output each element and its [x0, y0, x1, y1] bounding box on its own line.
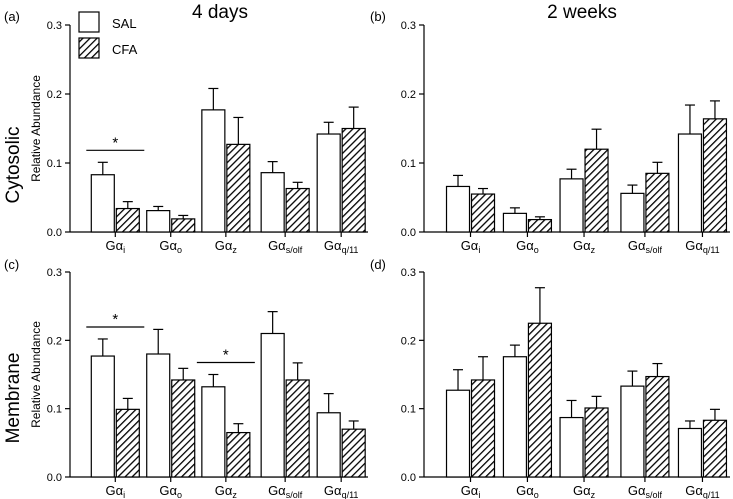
x-tick-label: Gαq/11	[685, 238, 720, 255]
panel-label: (b)	[370, 9, 386, 24]
bar-cfa	[226, 143, 251, 233]
y-tick-label: 0.1	[401, 158, 416, 170]
panel-label: (a)	[4, 9, 20, 24]
bar-sal	[502, 356, 528, 478]
y-tick-label: 0.1	[47, 404, 62, 416]
legend-label-cfa: CFA	[112, 42, 138, 57]
bar-sal	[620, 385, 645, 478]
x-tick-label: Gαi	[461, 238, 481, 255]
bar-cfa	[584, 148, 609, 233]
y-axis-label: Relative Abundance	[29, 321, 43, 428]
significance-star: *	[112, 311, 118, 328]
bar-cfa	[645, 375, 670, 478]
legend-swatch-cfa	[78, 37, 100, 59]
bar-sal	[502, 212, 528, 233]
bar-sal	[559, 416, 584, 478]
significance-star: *	[223, 347, 229, 364]
bar-cfa	[702, 419, 728, 478]
bar-cfa	[171, 218, 196, 233]
x-tick-label: Gαi	[461, 483, 481, 499]
bar-cfa	[341, 428, 366, 478]
x-tick-label: Gαi	[105, 238, 125, 255]
row-title-cytosolic: Cytosolic	[3, 126, 24, 203]
y-tick-label: 0.2	[401, 335, 416, 347]
x-tick-label: Gαo	[159, 483, 182, 499]
chart-panel-d: (d) 0.0 0.1 0.2 0.3 Gαi Gαo Gαz Gαs/olf Gαq/11	[370, 257, 730, 499]
x-tick-label: Gαs/olf	[268, 238, 303, 255]
bar-cfa	[171, 379, 196, 478]
y-tick-label: 0.0	[47, 227, 62, 239]
bar-sal	[677, 133, 703, 233]
bar-cfa	[470, 193, 496, 233]
bar-cfa	[285, 187, 310, 233]
bar-sal	[201, 109, 226, 233]
x-tick-label: Gαq/11	[685, 483, 720, 499]
y-tick-label: 0.0	[401, 227, 416, 239]
y-tick-label: 0.2	[47, 335, 62, 347]
y-tick-label: 0.3	[401, 267, 416, 279]
x-tick-label: Gαq/11	[324, 238, 359, 255]
bar-sal	[146, 210, 171, 233]
y-tick-label: 0.3	[47, 267, 62, 279]
chart-panel-a: (a) Relative Abundance 0.0 0.1 0.2 0.3 Gαi Gαo G…	[4, 9, 368, 255]
row-title-membrane: Membrane	[3, 353, 24, 444]
bar-cfa	[285, 379, 310, 478]
bar-cfa	[527, 218, 553, 233]
panel-label: (d)	[370, 257, 386, 272]
x-tick-label: Gαz	[215, 483, 238, 499]
x-tick-label: Gαo	[516, 483, 539, 499]
bar-sal	[146, 353, 171, 478]
bar-sal	[445, 389, 471, 478]
bar-sal	[260, 172, 285, 233]
bar-sal	[90, 174, 115, 233]
x-tick-label: Gαs/olf	[628, 483, 663, 499]
chart-panel-c: (c) Relative Abundance 0.0 0.1 0.2 0.3 Gαi Gαo G…	[4, 257, 368, 499]
x-tick-label: Gαo	[159, 238, 182, 255]
x-tick-label: Gαs/olf	[628, 238, 663, 255]
bar-sal	[559, 178, 584, 233]
bar-sal	[316, 412, 341, 478]
bar-sal	[316, 133, 341, 233]
bar-sal	[677, 427, 703, 478]
bar-cfa	[470, 379, 496, 478]
x-tick-label: Gαi	[105, 483, 125, 499]
legend-label-sal: SAL	[112, 16, 137, 31]
y-tick-label: 0.3	[401, 20, 416, 32]
x-tick-label: Gαq/11	[324, 483, 359, 499]
bar-cfa	[115, 408, 140, 478]
column-title-2-weeks: 2 weeks	[547, 2, 617, 23]
y-tick-label: 0.0	[47, 472, 62, 484]
chart-panel-b: (b) 0.0 0.1 0.2 0.3 Gαi Gαo Gαz Gαs/olf Gαq/11	[370, 9, 730, 255]
y-tick-label: 0.3	[47, 20, 62, 32]
bar-cfa	[702, 118, 728, 233]
y-tick-label: 0.0	[401, 472, 416, 484]
bar-cfa	[527, 322, 553, 478]
bar-sal	[260, 332, 285, 478]
bar-sal	[201, 386, 226, 478]
x-tick-label: Gαz	[573, 238, 596, 255]
panel-label: (c)	[4, 257, 19, 272]
y-tick-label: 0.1	[47, 158, 62, 170]
bar-cfa	[115, 207, 140, 233]
x-tick-label: Gαz	[573, 483, 596, 499]
legend-swatch-sal	[78, 11, 100, 33]
x-tick-label: Gαs/olf	[268, 483, 303, 499]
y-tick-label: 0.2	[401, 89, 416, 101]
bar-cfa	[341, 127, 366, 233]
bar-cfa	[584, 407, 609, 478]
y-tick-label: 0.1	[401, 404, 416, 416]
bar-cfa	[226, 431, 251, 478]
y-tick-label: 0.2	[47, 89, 62, 101]
x-tick-label: Gαo	[516, 238, 539, 255]
x-tick-label: Gαz	[215, 238, 238, 255]
bar-sal	[90, 355, 115, 478]
y-axis-label: Relative Abundance	[29, 75, 43, 182]
legend: SAL CFA	[78, 11, 138, 59]
significance-star: *	[112, 134, 118, 151]
column-title-4-days: 4 days	[192, 2, 248, 23]
bar-sal	[445, 185, 471, 233]
bar-cfa	[645, 172, 670, 233]
bar-sal	[620, 192, 645, 233]
